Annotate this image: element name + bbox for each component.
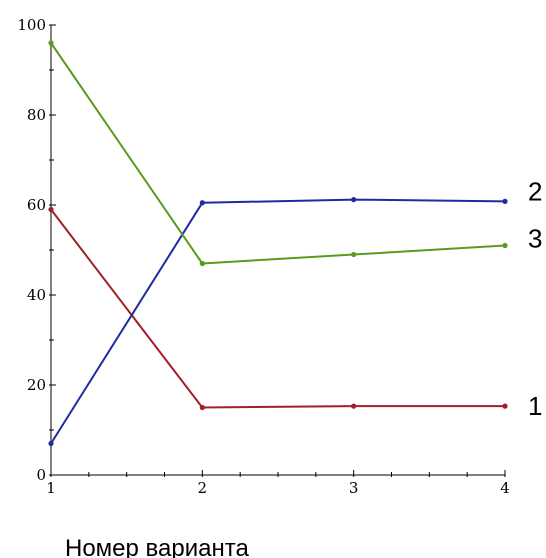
series-point-1 <box>351 403 357 409</box>
series-line-2 <box>50 198 506 445</box>
series-labels: 1 2 3 <box>528 176 542 421</box>
series-point-3 <box>48 40 54 46</box>
x-tick-label: 2 <box>198 479 208 497</box>
series-label-2: 2 <box>528 176 542 206</box>
series-label-3: 3 <box>528 224 542 254</box>
series-point-2 <box>48 440 54 447</box>
series-line-3 <box>50 42 506 265</box>
series-point-3 <box>199 260 205 267</box>
series-point-3 <box>502 242 508 249</box>
tick-labels: 0 20 40 60 80 100 1 2 3 4 <box>17 16 509 497</box>
series-point-2 <box>502 198 508 204</box>
series-point-1 <box>502 403 508 409</box>
y-tick-label: 60 <box>27 196 46 214</box>
series-point-1 <box>48 206 54 213</box>
series-point-1 <box>199 404 205 411</box>
series-point-2 <box>199 200 205 206</box>
y-tick-label: 40 <box>27 286 46 304</box>
series-points <box>48 40 508 447</box>
y-tick-label: 0 <box>36 466 46 484</box>
x-tick-label: 3 <box>349 479 359 497</box>
y-tick-label: 100 <box>17 16 46 34</box>
x-tick-label: 1 <box>46 479 56 497</box>
series-lines <box>50 42 506 445</box>
y-tick-label: 80 <box>27 106 46 124</box>
series-point-2 <box>351 197 357 203</box>
x-axis-title: Номер варианта <box>65 535 249 558</box>
series-line-1 <box>50 208 505 409</box>
y-tick-label: 20 <box>27 376 46 394</box>
x-tick-label: 4 <box>500 479 510 497</box>
ticks <box>49 24 506 477</box>
series-point-3 <box>351 251 357 258</box>
series-label-1: 1 <box>528 391 542 421</box>
